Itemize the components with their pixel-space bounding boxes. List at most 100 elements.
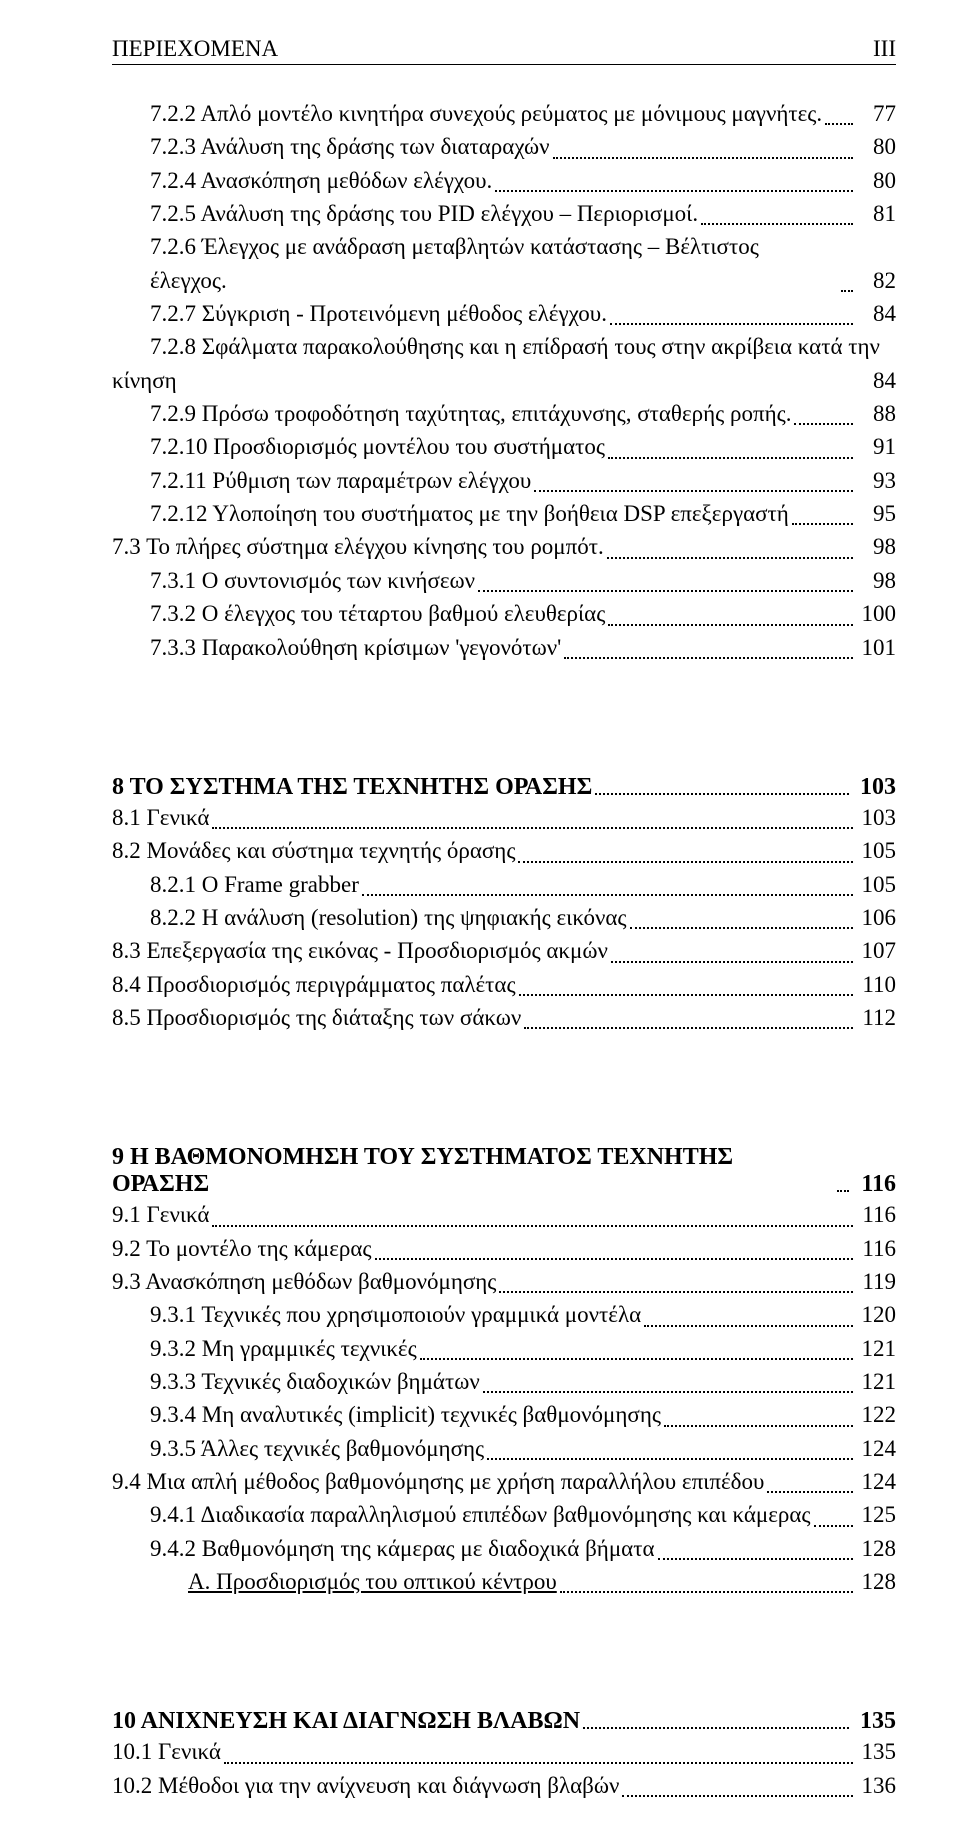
page: ΠΕΡΙΕΧΟΜΕΝΑ III 7.2.2 Απλό μοντέλο κινητ… [0, 0, 960, 1842]
toc-entry-text: 9.3.3 Τεχνικές διαδοχικών βημάτων [150, 1365, 480, 1398]
table-of-contents: 7.2.2 Απλό μοντέλο κινητήρα συνεχούς ρεύ… [112, 97, 896, 1802]
leader-dots [583, 1726, 849, 1729]
page-number: 128 [860, 1565, 896, 1598]
toc-entry: 7.2.11 Ρύθμιση των παραμέτρων ελέγχου93 [112, 464, 896, 497]
chapter-title-text: 8 ΤΟ ΣΥΣΤΗΜΑ ΤΗΣ ΤΕΧΝΗΤΗΣ ΟΡΑΣΗΣ [112, 774, 592, 801]
toc-entry: 7.3 Το πλήρες σύστημα ελέγχου κίνησης το… [112, 530, 896, 563]
page-number: 124 [860, 1465, 896, 1498]
leader-dots [420, 1357, 853, 1360]
toc-entry: 9.4.1 Διαδικασία παραλληλισμού επιπέδων … [112, 1498, 896, 1531]
toc-entry: 8.2.1 Ο Frame grabber 105 [112, 868, 896, 901]
toc-entry-multiline: 7.2.8 Σφάλματα παρακολούθησης και η επίδ… [112, 330, 896, 397]
toc-entry-text: 8.2 Μονάδες και σύστημα τεχνητής όρασης [112, 834, 515, 867]
toc-entry: 8.5 Προσδιορισμός της διάταξης των σάκων… [112, 1001, 896, 1034]
toc-entry-text: 8.3 Επεξεργασία της εικόνας - Προσδιορισ… [112, 934, 608, 967]
toc-entry: Α. Προσδιορισμός του οπτικού κέντρου128 [112, 1565, 896, 1598]
toc-entry: 7.3.2 Ο έλεγχος του τέταρτου βαθμού ελευ… [112, 597, 896, 630]
leader-dots [560, 1590, 853, 1593]
toc-entry-text: 9.3.4 Μη αναλυτικές (implicit) τεχνικές … [150, 1398, 661, 1431]
leader-dots [212, 1224, 853, 1227]
toc-entry-text: 9.4 Μια απλή μέθοδος βαθμονόμησης με χρή… [112, 1465, 764, 1498]
leader-dots [608, 623, 853, 626]
toc-entry: 9.1 Γενικά116 [112, 1198, 896, 1231]
page-number: 103 [856, 774, 896, 801]
toc-entry-text: 7.2.12 Υλοποίηση του συστήματος με την β… [150, 497, 789, 530]
leader-dots [792, 522, 853, 525]
toc-entry: 8.4 Προσδιορισμός περιγράμματος παλέτας1… [112, 968, 896, 1001]
leader-dots [519, 993, 853, 996]
leader-dots [658, 1557, 853, 1560]
toc-entry-text: 8.2.1 Ο Frame grabber [150, 868, 359, 901]
toc-entry-text: 7.2.9 Πρόσω τροφοδότηση ταχύτητας, επιτά… [150, 397, 791, 430]
leader-dots [483, 1390, 853, 1393]
toc-entry: 7.2.4 Ανασκόπηση μεθόδων ελέγχου. 80 [112, 164, 896, 197]
leader-dots [495, 189, 853, 192]
page-number: 101 [860, 631, 896, 664]
page-number: 84 [860, 364, 896, 397]
running-header: ΠΕΡΙΕΧΟΜΕΝΑ III [112, 36, 896, 65]
leader-dots [611, 960, 853, 963]
toc-entry-text: 7.2.7 Σύγκριση - Προτεινόμενη μέθοδος ελ… [150, 297, 607, 330]
page-number: 105 [860, 834, 896, 867]
page-number: 116 [860, 1198, 896, 1231]
page-number: 103 [860, 801, 896, 834]
chapter-title: 9 Η ΒΑΘΜΟΝΟΜΗΣΗ ΤΟΥ ΣΥΣΤΗΜΑΤΟΣ ΤΕΧΝΗΤΗΣ … [112, 1144, 896, 1198]
page-number: 80 [860, 164, 896, 197]
leader-dots [212, 826, 853, 829]
toc-entry: 9.3.2 Μη γραμμικές τεχνικές121 [112, 1332, 896, 1365]
toc-entry-text: 8.1 Γενικά [112, 801, 209, 834]
leader-dots [362, 893, 853, 896]
page-number: 77 [860, 97, 896, 130]
toc-entry: 9.2 Το μοντέλο της κάμερας116 [112, 1232, 896, 1265]
leader-dots [375, 1257, 853, 1260]
page-number: 112 [860, 1001, 896, 1034]
toc-entry-text: 8.2.2 Η ανάλυση (resolution) της ψηφιακή… [150, 901, 627, 934]
leader-dots [610, 322, 853, 325]
leader-dots [607, 556, 853, 559]
toc-entry: 8.2.2 Η ανάλυση (resolution) της ψηφιακή… [112, 901, 896, 934]
toc-entry: 7.2.10 Προσδιορισμός μοντέλου του συστήμ… [112, 430, 896, 463]
toc-entry-text: 9.4.2 Βαθμονόμηση της κάμερας με διαδοχι… [150, 1532, 655, 1565]
toc-entry: 9.3.4 Μη αναλυτικές (implicit) τεχνικές … [112, 1398, 896, 1431]
toc-entry-text: 9.3.5 Άλλες τεχνικές βαθμονόμησης [150, 1432, 484, 1465]
leader-dots [224, 1761, 853, 1764]
page-number: 88 [860, 397, 896, 430]
toc-entry: 9.3.1 Τεχνικές που χρησιμοποιούν γραμμικ… [112, 1298, 896, 1331]
toc-entry-text: 9.3.1 Τεχνικές που χρησιμοποιούν γραμμικ… [150, 1298, 641, 1331]
toc-entry: 7.2.5 Ανάλυση της δράσης του PID ελέγχου… [112, 197, 896, 230]
page-number: 84 [860, 297, 896, 330]
leader-dots [825, 122, 853, 125]
toc-entry-line1: 7.2.8 Σφάλματα παρακολούθησης και η επίδ… [150, 330, 896, 363]
toc-entry: 10.2 Μέθοδοι για την ανίχνευση και διάγν… [112, 1769, 896, 1802]
toc-entry-text: 7.2.4 Ανασκόπηση μεθόδων ελέγχου. [150, 164, 492, 197]
page-number: 122 [860, 1398, 896, 1431]
leader-dots [534, 489, 853, 492]
toc-entry-text: 7.2.6 Έλεγχος με ανάδραση μεταβλητών κατ… [150, 230, 838, 297]
page-number: 80 [860, 130, 896, 163]
toc-entry-text: 7.2.5 Ανάλυση της δράσης του PID ελέγχου… [150, 197, 698, 230]
page-number: 136 [860, 1769, 896, 1802]
toc-entry: 7.2.2 Απλό μοντέλο κινητήρα συνεχούς ρεύ… [112, 97, 896, 130]
leader-dots [794, 422, 853, 425]
page-number: 98 [860, 530, 896, 563]
header-right: III [873, 36, 896, 62]
leader-dots [814, 1524, 853, 1527]
leader-dots [622, 1794, 853, 1797]
toc-block: 7.2.2 Απλό μοντέλο κινητήρα συνεχούς ρεύ… [112, 97, 896, 664]
leader-dots [499, 1290, 853, 1293]
page-number: 135 [856, 1708, 896, 1735]
toc-entry-text: 8.4 Προσδιορισμός περιγράμματος παλέτας [112, 968, 516, 1001]
page-number: 105 [860, 868, 896, 901]
toc-entry: 9.4.2 Βαθμονόμηση της κάμερας με διαδοχι… [112, 1532, 896, 1565]
toc-entry: 7.3.3 Παρακολούθηση κρίσιμων 'γεγονότων'… [112, 631, 896, 664]
page-number: 107 [860, 934, 896, 967]
page-number: 106 [860, 901, 896, 934]
leader-dots [478, 589, 853, 592]
page-number: 116 [860, 1232, 896, 1265]
chapter-title-text: 9 Η ΒΑΘΜΟΝΟΜΗΣΗ ΤΟΥ ΣΥΣΤΗΜΑΤΟΣ ΤΕΧΝΗΤΗΣ … [112, 1144, 834, 1198]
leader-dots [767, 1490, 853, 1493]
toc-entry-text: 7.3.1 Ο συντονισμός των κινήσεων [150, 564, 475, 597]
toc-entry-text: 8.5 Προσδιορισμός της διάταξης των σάκων [112, 1001, 521, 1034]
toc-entry-text: 7.3 Το πλήρες σύστημα ελέγχου κίνησης το… [112, 530, 604, 563]
header-left: ΠΕΡΙΕΧΟΜΕΝΑ [112, 36, 278, 62]
